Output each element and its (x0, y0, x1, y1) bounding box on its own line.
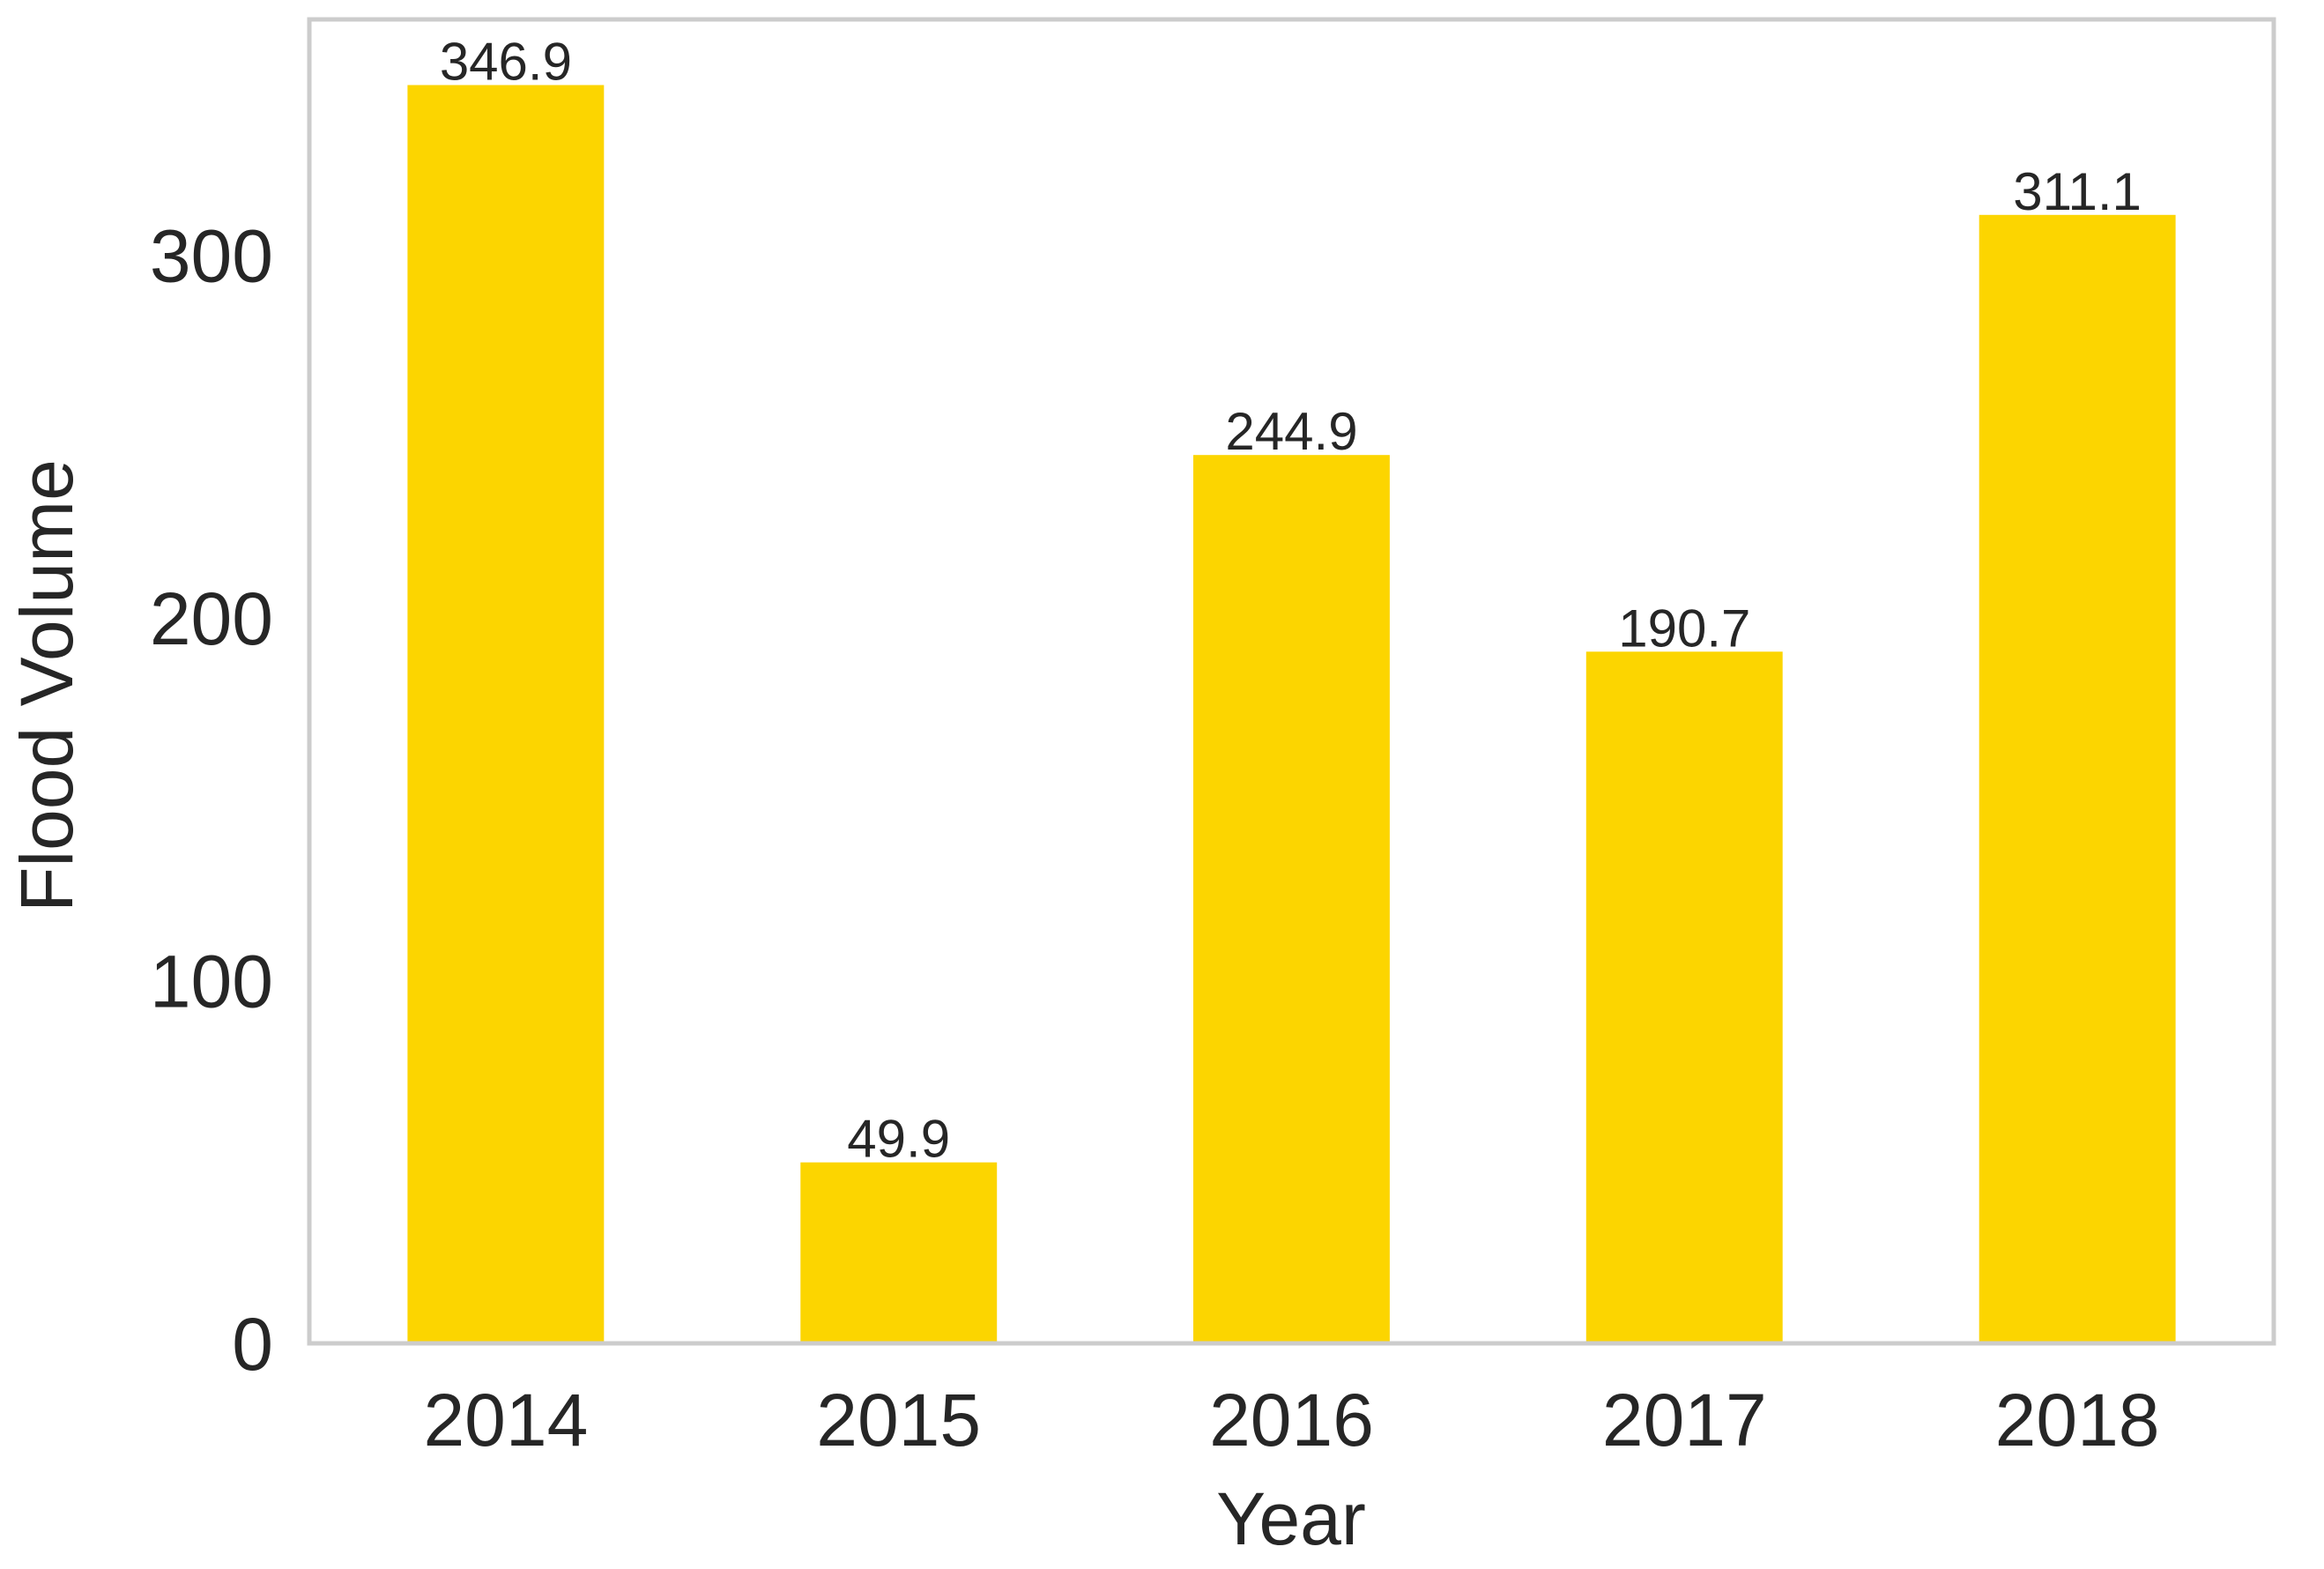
x-tick-label-2016: 2016 (1209, 1379, 1374, 1461)
y-tick-labels: 0 100 200 300 (150, 215, 273, 1387)
data-label-2014: 346.9 (440, 33, 572, 92)
data-label-2018: 311.1 (2013, 162, 2142, 221)
bar-2016 (1193, 455, 1390, 1343)
data-labels-group: 346.9 49.9 244.9 190.7 311.1 (440, 33, 2142, 1169)
bar-2018 (1979, 214, 2176, 1343)
x-tick-label-2014: 2014 (423, 1379, 588, 1461)
data-label-2015: 49.9 (847, 1110, 950, 1169)
x-tick-label-2015: 2015 (816, 1379, 981, 1461)
y-tick-label-100: 100 (150, 941, 273, 1023)
bar-2017 (1585, 651, 1783, 1343)
x-tick-label-2017: 2017 (1602, 1379, 1767, 1461)
bar-2015 (800, 1162, 998, 1343)
plot-frame (307, 17, 2276, 1346)
y-tick-label-200: 200 (150, 577, 273, 660)
y-tick-label-0: 0 (232, 1303, 273, 1386)
x-axis-label: Year (1216, 1477, 1366, 1560)
y-tick-label-300: 300 (150, 215, 273, 298)
x-tick-label-2018: 2018 (1995, 1379, 2160, 1461)
data-label-2016: 244.9 (1225, 402, 1357, 461)
data-label-2017: 190.7 (1618, 599, 1750, 658)
x-tick-labels: 2014 2015 2016 2017 2018 (423, 1379, 2159, 1461)
bars-group (407, 85, 2176, 1343)
y-axis-label: Flood Volume (5, 459, 88, 912)
bar-2014 (407, 85, 605, 1343)
